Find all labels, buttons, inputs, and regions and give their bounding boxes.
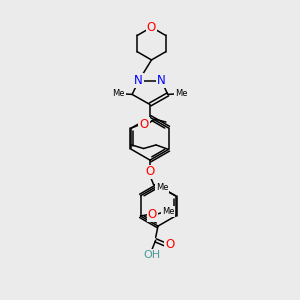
Text: O: O: [147, 21, 156, 34]
Text: Me: Me: [162, 207, 174, 216]
Text: N: N: [157, 74, 166, 87]
Text: Me: Me: [112, 89, 125, 98]
Text: O: O: [148, 208, 157, 221]
Text: OH: OH: [143, 250, 161, 260]
Text: O: O: [165, 238, 174, 251]
Text: O: O: [146, 166, 154, 178]
Text: Me: Me: [175, 89, 188, 98]
Text: N: N: [134, 74, 143, 87]
Text: O: O: [139, 118, 148, 131]
Text: Me: Me: [156, 183, 168, 192]
